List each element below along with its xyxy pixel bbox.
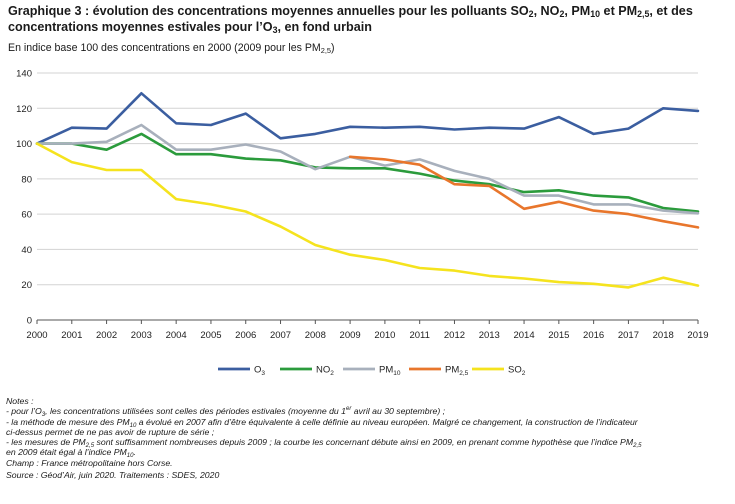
series-line-no2: [35, 132, 700, 213]
series-line-o3: [35, 92, 700, 145]
note-text: a évolué en 2007 afin d’être équivalente…: [136, 416, 638, 427]
note-text: - pour l’O: [6, 406, 42, 417]
note-text: - les mesures de PM: [6, 437, 86, 448]
note-sub: 10: [126, 452, 134, 460]
x-tick-label: 2015: [548, 330, 569, 341]
title-sub: 10: [590, 9, 601, 19]
x-tick-label: 2005: [200, 330, 221, 341]
note-text: sont suffisamment nombreuses depuis 2009…: [94, 437, 634, 448]
note-text: avril au 30 septembre) ;: [351, 406, 446, 417]
legend-label-no2: NO2: [316, 365, 334, 378]
source-line: Source : Géod’Air, juin 2020. Traitement…: [6, 470, 220, 481]
note-line: en 2009 était égal à l’indice PM10.: [6, 447, 730, 460]
note-text: - la méthode de mesure des PM: [6, 416, 130, 427]
y-tick-label: 100: [16, 139, 32, 150]
x-tick-label: 2004: [166, 330, 187, 341]
title-text: , PM: [564, 4, 591, 18]
line-chart: 0 20 40 60 80 100 120 140 2000 2001 2002 2003 2004 20…: [16, 69, 708, 378]
series-line-pm10: [35, 123, 700, 215]
title-sub: 2: [559, 9, 565, 19]
notes-block: Notes : - pour l’O3, les concentrations …: [6, 396, 730, 480]
x-tick-label: 2018: [653, 330, 674, 341]
x-tick-label: 2019: [687, 330, 708, 341]
x-tick-label: 2002: [96, 330, 117, 341]
x-tick-label: 2010: [374, 330, 395, 341]
note-text: .: [133, 447, 136, 458]
note-line: - la méthode de mesure des PM10 a évolué…: [6, 416, 730, 429]
note-sup: er: [345, 405, 352, 413]
title-text: Graphique 3 : évolution des concentratio…: [8, 4, 529, 18]
note-line: ci-dessus permet de ne pas avoir de rupt…: [6, 426, 215, 437]
x-tick-label: 2017: [618, 330, 639, 341]
legend-label-sub: 2,5: [459, 370, 468, 377]
subtitle-sub: 2,5: [320, 46, 332, 55]
x-tick-label: 2014: [513, 330, 534, 341]
subtitle-text: ): [331, 42, 335, 54]
title-sub: 2: [528, 9, 534, 19]
note-sub: 2,5: [633, 442, 642, 450]
chart-subtitle: En indice base 100 des concentrations en…: [8, 42, 728, 55]
title-text: et PM: [600, 4, 638, 18]
note-sub: 10: [129, 421, 137, 429]
title-sub: 2,5: [637, 9, 650, 19]
legend-label-sub: 3: [261, 370, 265, 377]
y-tick-label: 0: [27, 316, 32, 327]
x-tick-label: 2011: [409, 330, 429, 341]
title-text: concentrations moyennes estivales pour l…: [8, 20, 273, 34]
note-sub: 3: [41, 411, 46, 419]
x-tick-label: 2012: [444, 330, 465, 341]
legend-label-sub: 2: [330, 370, 334, 377]
subtitle-text: En indice base 100 des concentrations en…: [8, 42, 321, 54]
note-text: , les concentrations utilisées sont cell…: [45, 406, 346, 417]
note-line: - les mesures de PM2,5 sont suffisamment…: [6, 437, 730, 450]
legend-label-o3: O3: [254, 365, 265, 378]
title-text: , NO: [533, 4, 560, 18]
x-tick-label: 2016: [583, 330, 604, 341]
legend-label-pm25: PM2,5: [445, 365, 469, 378]
legend-label-sub: 2: [522, 370, 526, 377]
y-tick-label: 120: [16, 104, 32, 115]
y-tick-label: 140: [16, 69, 32, 80]
legend-label-sub: 10: [393, 370, 401, 377]
y-tick-label: 40: [21, 245, 32, 256]
series-line-pm25: [348, 155, 700, 229]
x-tick-label: 2007: [270, 330, 291, 341]
y-tick-label: 60: [21, 210, 32, 221]
note-text: en 2009 était égal à l’indice PM: [6, 447, 127, 458]
notes-heading: Notes :: [6, 396, 34, 406]
title-sub: 3: [272, 25, 278, 35]
note-line: - pour l’O3, les concentrations utilisée…: [6, 405, 730, 419]
x-tick-label: 2000: [26, 330, 47, 341]
x-tick-label: 2003: [131, 330, 152, 341]
legend-label-pm10: PM10: [379, 365, 401, 378]
x-tick-label: 2008: [305, 330, 326, 341]
title-text: , en fond urbain: [277, 20, 372, 34]
x-tick-label: 2013: [479, 330, 500, 341]
field-line: Champ : France métropolitaine hors Corse…: [6, 457, 173, 468]
note-sub: 2,5: [85, 442, 95, 450]
x-tick-label: 2001: [61, 330, 82, 341]
x-tick-label: 2006: [235, 330, 256, 341]
y-tick-label: 80: [21, 174, 32, 185]
title-text: , et des: [649, 4, 693, 18]
chart-title: Graphique 3 : évolution des concentratio…: [8, 3, 728, 35]
series-line-so2: [35, 142, 700, 289]
legend-label-so2: SO2: [508, 365, 526, 378]
x-tick-label: 2009: [340, 330, 361, 341]
y-tick-label: 20: [21, 280, 32, 291]
